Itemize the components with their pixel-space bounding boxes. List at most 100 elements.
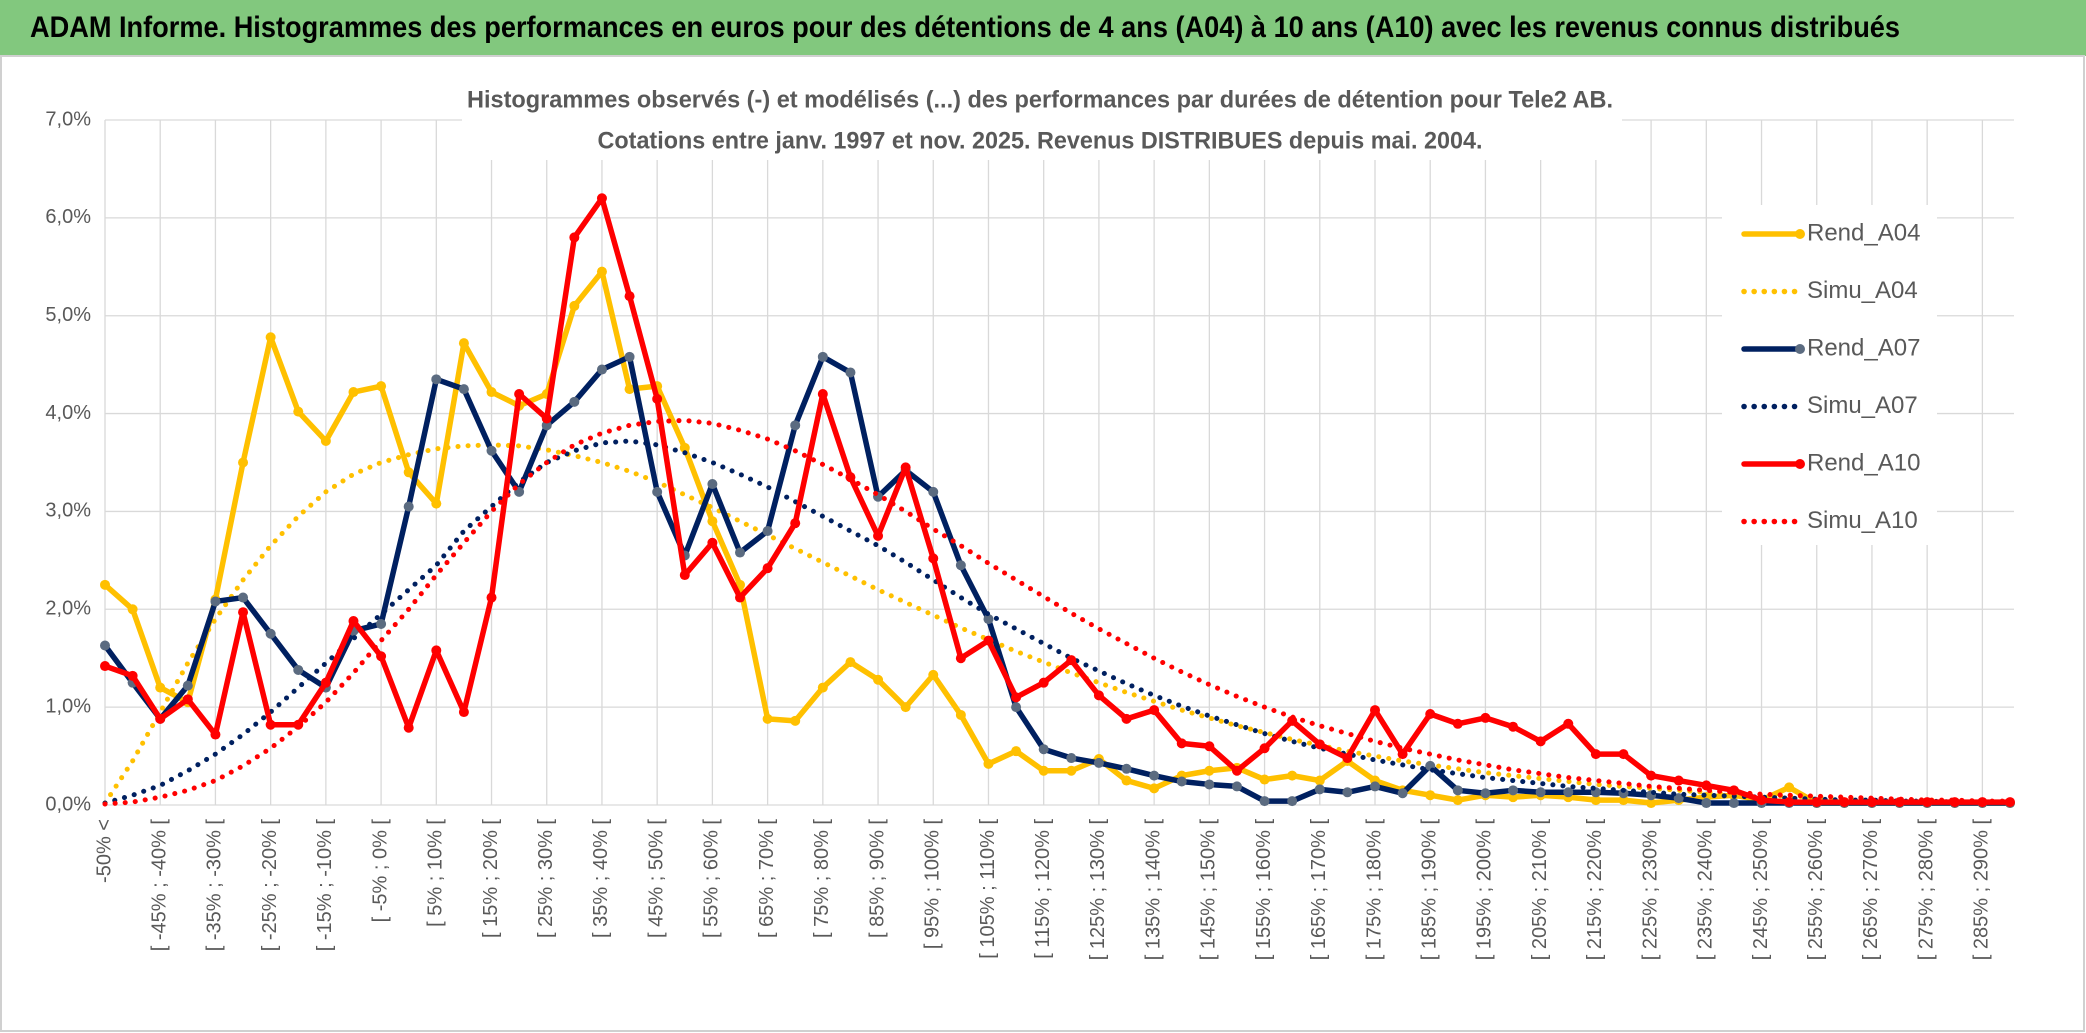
data-point	[320, 677, 331, 688]
data-point	[486, 445, 497, 456]
x-tick-label: [ 135% ; 140% [	[1142, 819, 1164, 961]
data-point	[1121, 775, 1132, 786]
y-tick-label: 2,0%	[45, 598, 91, 620]
data-point	[100, 640, 110, 651]
data-point	[900, 702, 911, 713]
data-point	[1149, 705, 1160, 716]
data-point	[1176, 776, 1187, 787]
legend-label: Rend_A04	[1807, 219, 1920, 246]
data-point	[817, 389, 828, 399]
data-point	[624, 384, 635, 395]
title-background	[462, 84, 1622, 160]
data-point	[458, 338, 469, 349]
x-tick-label: [ 255% ; 260% [	[1805, 819, 1827, 961]
data-point	[735, 547, 745, 558]
data-point	[596, 364, 607, 375]
data-point	[928, 486, 939, 497]
data-point	[1370, 705, 1380, 716]
data-point	[900, 462, 911, 473]
data-point	[790, 518, 801, 529]
data-point	[1508, 721, 1519, 732]
data-point	[679, 570, 690, 581]
data-point	[1342, 787, 1353, 798]
data-point	[431, 498, 442, 509]
data-point	[652, 486, 663, 497]
data-point	[1646, 798, 1657, 809]
header-title: ADAM Informe. Histogrammes des performan…	[30, 11, 1900, 44]
data-point	[348, 387, 359, 398]
legend-marker	[1795, 229, 1805, 239]
data-point	[1342, 753, 1353, 764]
data-point	[486, 592, 497, 603]
data-point	[1121, 713, 1132, 724]
x-tick-label: [ 215% ; 220% [	[1584, 819, 1606, 961]
data-point	[928, 669, 939, 680]
data-point	[1673, 775, 1684, 786]
data-point	[1784, 782, 1795, 793]
data-point	[624, 351, 635, 362]
x-tick-label: [ -25% ; -20% [	[259, 819, 281, 952]
series-line	[102, 195, 2013, 805]
data-point	[873, 674, 884, 685]
data-point	[1259, 743, 1270, 754]
data-point	[403, 722, 414, 733]
data-point	[596, 266, 607, 277]
x-tick-label: [ 275% ; 280% [	[1915, 819, 1937, 961]
x-tick-label: [ 195% ; 200% [	[1474, 819, 1496, 961]
data-point	[1425, 790, 1436, 801]
data-point	[403, 501, 414, 512]
data-point	[762, 563, 773, 574]
data-point	[569, 300, 580, 311]
y-tick-label: 4,0%	[45, 402, 91, 424]
header-bar	[0, 0, 2086, 56]
x-tick-label: [ 245% ; 250% [	[1750, 819, 1772, 961]
x-tick-label: [ 175% ; 180% [	[1363, 819, 1385, 961]
y-tick-label: 5,0%	[45, 304, 91, 326]
x-tick-label: [ 285% ; 290% [	[1971, 819, 1993, 961]
data-point	[100, 661, 110, 672]
x-tick-label: [ 165% ; 170% [	[1308, 819, 1330, 961]
x-tick-label: [ 45% ; 50% [	[645, 819, 667, 938]
data-point	[1839, 797, 1850, 808]
data-point	[1093, 690, 1104, 701]
data-point	[1093, 757, 1104, 768]
data-point	[1066, 655, 1077, 666]
data-point	[1701, 780, 1712, 791]
data-point	[1038, 744, 1049, 755]
legend: Rend_A04 Simu_A04 Rend_A07 Simu_A07 Rend_A10…	[1722, 205, 1937, 545]
data-point	[238, 457, 249, 468]
data-point	[458, 384, 469, 395]
data-point	[348, 616, 359, 627]
data-point	[155, 713, 166, 724]
data-point	[1176, 738, 1187, 749]
data-point	[541, 413, 552, 424]
data-point	[127, 604, 138, 615]
legend-label: Rend_A07	[1807, 334, 1920, 361]
data-point	[1673, 793, 1684, 804]
data-point	[376, 618, 387, 629]
data-point	[983, 614, 994, 625]
legend-label: Simu_A04	[1807, 277, 1918, 304]
data-point	[1011, 702, 1022, 713]
data-point	[707, 479, 718, 490]
legend-marker	[1795, 344, 1805, 354]
x-tick-label: [ 105% ; 110% [	[977, 819, 999, 959]
data-point	[1204, 765, 1215, 776]
data-point	[1149, 770, 1160, 781]
data-point	[1425, 708, 1436, 719]
legend-label: Simu_A10	[1807, 507, 1918, 534]
x-tick-label: [ 55% ; 60% [	[701, 819, 723, 938]
data-point	[1204, 741, 1215, 752]
x-tick-label: [ 25% ; 30% [	[535, 819, 557, 938]
data-point	[1231, 765, 1242, 776]
data-point	[265, 332, 276, 343]
data-point	[1728, 798, 1739, 809]
x-tick-label: [ 125% ; 130% [	[1087, 819, 1109, 961]
data-point	[983, 758, 994, 769]
data-point	[1149, 783, 1160, 794]
x-tick-label: [ -45% ; -40% [	[148, 819, 170, 952]
x-tick-label: -50% <	[93, 819, 115, 883]
data-point	[1480, 788, 1491, 799]
data-point	[1508, 792, 1519, 803]
